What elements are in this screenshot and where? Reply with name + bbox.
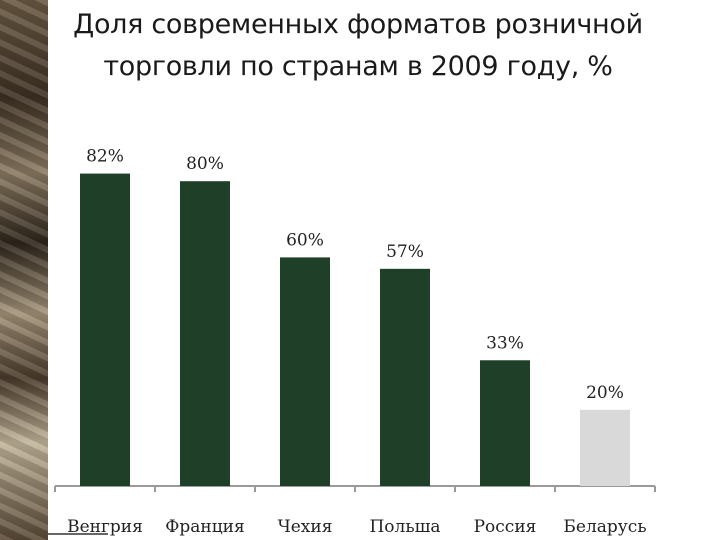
data-label-2: 80% (186, 154, 224, 174)
bar-5 (480, 360, 530, 486)
x-tick-label-5: Россия (474, 517, 537, 537)
x-tick-label-4: Польша (369, 517, 440, 537)
data-label-3: 60% (286, 230, 324, 250)
bar-3 (280, 257, 330, 486)
chart-title: Доля современных форматов розничной торг… (73, 9, 643, 82)
bar-4 (380, 268, 430, 486)
labels-group: 82% Венгрия 80% Франция 60% Чехия 57% Польша 33%… (67, 147, 646, 537)
data-label-6: 20% (586, 383, 624, 403)
data-label-5: 33% (486, 333, 524, 353)
data-label-4: 57% (386, 242, 424, 262)
axis-group (54, 485, 656, 492)
background-photo-strip (0, 0, 52, 540)
bar-1 (80, 173, 130, 486)
x-tick-label-1: Венгрия (67, 517, 143, 537)
x-tick-label-2: Франция (165, 517, 244, 537)
footer-underline (48, 533, 108, 535)
bar-2 (180, 181, 230, 486)
data-label-1: 82% (86, 147, 124, 167)
bars-group (80, 173, 630, 486)
x-tick-label-6: Беларусь (563, 517, 646, 537)
bar-6 (580, 409, 630, 486)
x-tick-label-3: Чехия (278, 517, 333, 537)
